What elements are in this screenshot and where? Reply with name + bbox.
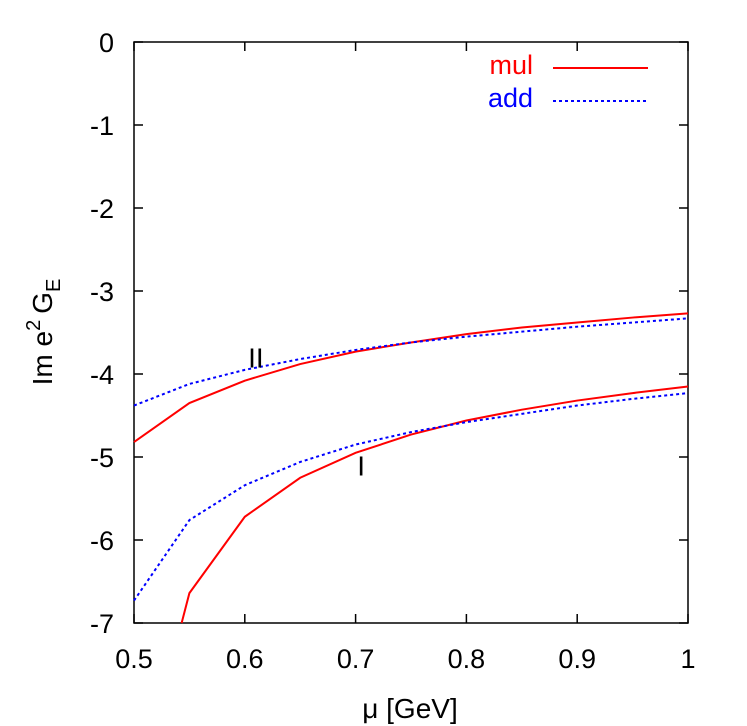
x-axis: 0.5 0.6 0.7 0.8 0.9 1 [115, 42, 696, 674]
y-axis-label: Im e2 GE [23, 279, 65, 386]
y-tick-label: 0 [99, 28, 114, 58]
series-line-add-II [133, 317, 689, 407]
x-axis-label-symbol: μ [362, 693, 378, 724]
y-axis-label-g: G [27, 292, 58, 314]
plot-border [133, 41, 689, 624]
y-axis: 0 -1 -2 -3 -4 -5 -6 -7 [90, 28, 688, 639]
x-tick-label: 1 [680, 644, 695, 674]
series-line-add-I [133, 392, 689, 602]
x-tick-label: 0.6 [226, 644, 264, 674]
series-line-mul-I [180, 385, 689, 624]
y-tick-label: -3 [90, 277, 114, 307]
series-group [133, 312, 689, 624]
legend: mul add [488, 50, 648, 113]
series-line-mul-II [133, 312, 689, 443]
x-tick-label: 0.7 [337, 644, 375, 674]
x-axis-label: μ [GeV] [362, 693, 458, 724]
y-axis-label-main: Im e [27, 331, 58, 385]
y-tick-label: -1 [90, 111, 114, 141]
annotations: III [248, 342, 365, 481]
x-tick-label: 0.9 [558, 644, 596, 674]
x-tick-label: 0.8 [448, 644, 486, 674]
plot-frame [133, 41, 689, 624]
x-axis-label-unit: [GeV] [386, 693, 458, 724]
x-tick-label: 0.5 [115, 644, 153, 674]
legend-label-mul: mul [489, 50, 533, 80]
series-add [133, 317, 689, 602]
y-tick-label: -5 [90, 443, 114, 473]
series-mul [133, 312, 689, 624]
svg-text:Im e2GE: Im e2 GE [23, 279, 65, 386]
y-tick-label: -7 [90, 609, 114, 639]
curve-label-I: I [357, 450, 365, 481]
y-axis-label-sup: 2 [23, 320, 45, 331]
curve-label-II: II [248, 342, 264, 373]
y-tick-label: -2 [90, 194, 114, 224]
y-tick-label: -4 [90, 360, 114, 390]
y-axis-label-sub: E [43, 279, 65, 292]
legend-label-add: add [488, 83, 533, 113]
y-tick-label: -6 [90, 526, 114, 556]
